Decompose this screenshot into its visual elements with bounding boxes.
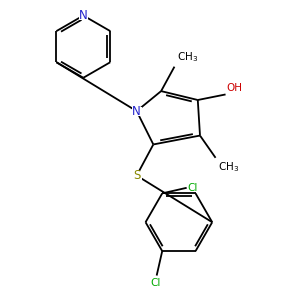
- Text: OH: OH: [227, 83, 243, 93]
- Text: CH$_3$: CH$_3$: [218, 160, 239, 174]
- Bar: [79, 11, 88, 20]
- Bar: [132, 107, 142, 116]
- Bar: [131, 171, 142, 180]
- Text: N: N: [132, 105, 141, 118]
- Text: CH$_3$: CH$_3$: [177, 51, 198, 64]
- Text: S: S: [133, 169, 140, 182]
- Text: Cl: Cl: [150, 278, 161, 288]
- Text: Cl: Cl: [188, 183, 198, 193]
- Text: N: N: [79, 9, 88, 22]
